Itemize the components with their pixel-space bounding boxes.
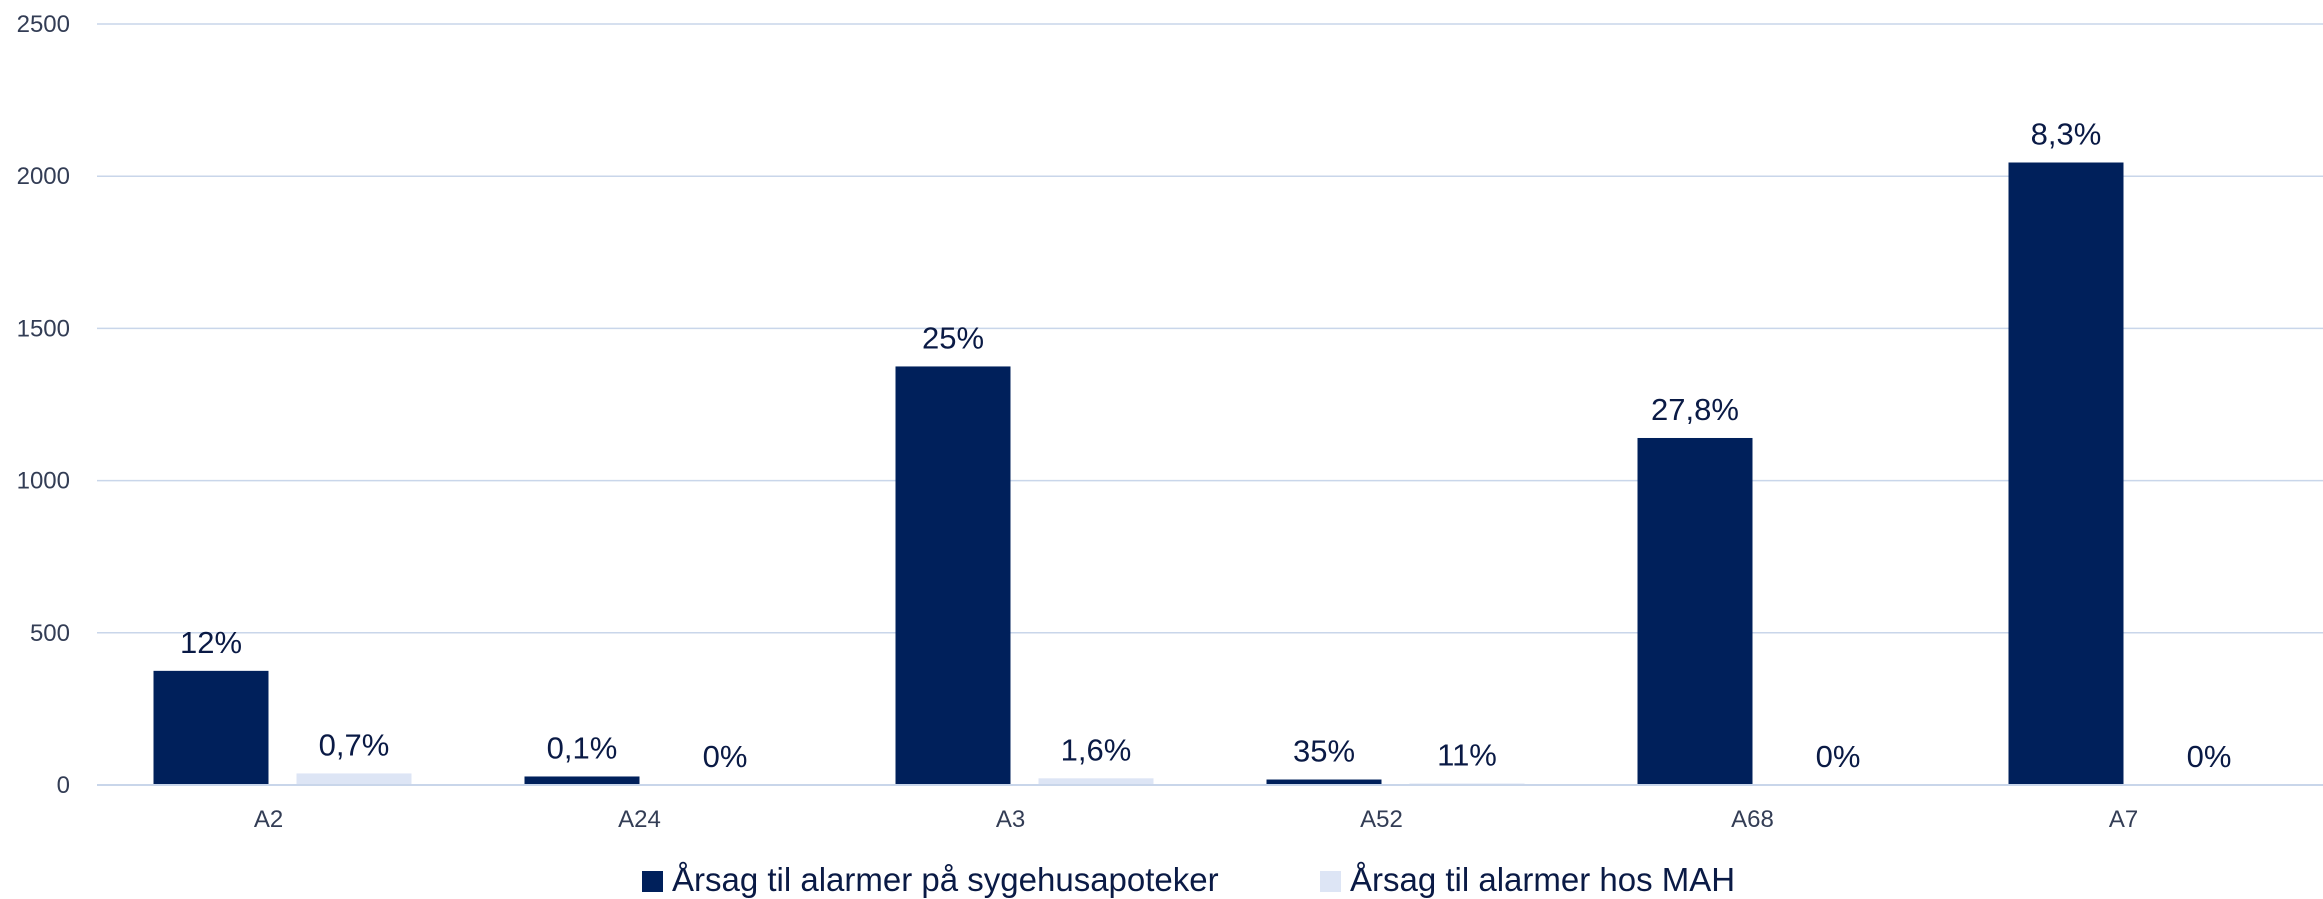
legend-label-series-2: Årsag til alarmer hos MAH bbox=[1350, 861, 1735, 898]
data-label: 0,1% bbox=[547, 730, 618, 765]
data-label: 27,8% bbox=[1651, 392, 1739, 427]
data-label: 11% bbox=[1437, 737, 1497, 772]
data-label: 35% bbox=[1293, 734, 1355, 769]
y-tick-label: 1500 bbox=[17, 315, 70, 342]
x-tick-label: A68 bbox=[1731, 806, 1774, 833]
bars bbox=[153, 162, 2124, 785]
y-tick-label: 0 bbox=[57, 772, 70, 799]
x-tick-label: A3 bbox=[996, 806, 1025, 833]
data-label: 12% bbox=[180, 625, 242, 660]
x-tick-label: A52 bbox=[1360, 806, 1403, 833]
legend-label-series-1: Årsag til alarmer på sygehusapoteker bbox=[672, 861, 1219, 898]
data-label: 25% bbox=[922, 320, 984, 355]
y-tick-label: 2500 bbox=[17, 11, 70, 38]
y-tick-label: 1000 bbox=[17, 468, 70, 495]
legend-swatch-series-2 bbox=[1320, 871, 1341, 892]
data-labels: 12% 0,7% 0,1% 0% 25% 1,6% 35% 11% 27,8% 0% 8,3% 0% bbox=[180, 117, 2231, 774]
bar-A3-series-1 bbox=[895, 366, 1011, 785]
bar-A2-series-1 bbox=[153, 670, 269, 785]
data-label: 0% bbox=[1816, 739, 1861, 774]
gridlines bbox=[97, 23, 2323, 786]
x-tick-label: A2 bbox=[254, 806, 283, 833]
data-label: 0% bbox=[2187, 739, 2232, 774]
legend: Årsag til alarmer på sygehusapoteker Års… bbox=[642, 861, 1735, 898]
y-tick-label: 500 bbox=[30, 620, 70, 647]
bar-A52-series-1 bbox=[1266, 779, 1382, 785]
x-tick-label: A7 bbox=[2109, 806, 2138, 833]
x-tick-label: A24 bbox=[618, 806, 661, 833]
bar-A3-series-2 bbox=[1038, 778, 1154, 785]
bar-A2-series-2 bbox=[296, 773, 412, 785]
data-label: 8,3% bbox=[2031, 117, 2102, 152]
data-label: 0% bbox=[703, 739, 748, 774]
legend-swatch-series-1 bbox=[642, 871, 663, 892]
bar-A68-series-1 bbox=[1637, 437, 1753, 785]
y-tick-label: 2000 bbox=[17, 163, 70, 190]
data-label: 0,7% bbox=[319, 727, 390, 762]
bar-A7-series-1 bbox=[2008, 162, 2124, 785]
x-axis: A2 A24 A3 A52 A68 A7 bbox=[97, 784, 2323, 833]
y-axis: 0 500 1000 1500 2000 2500 bbox=[17, 11, 70, 799]
data-label: 1,6% bbox=[1061, 732, 1132, 767]
bar-A24-series-1 bbox=[524, 776, 640, 785]
